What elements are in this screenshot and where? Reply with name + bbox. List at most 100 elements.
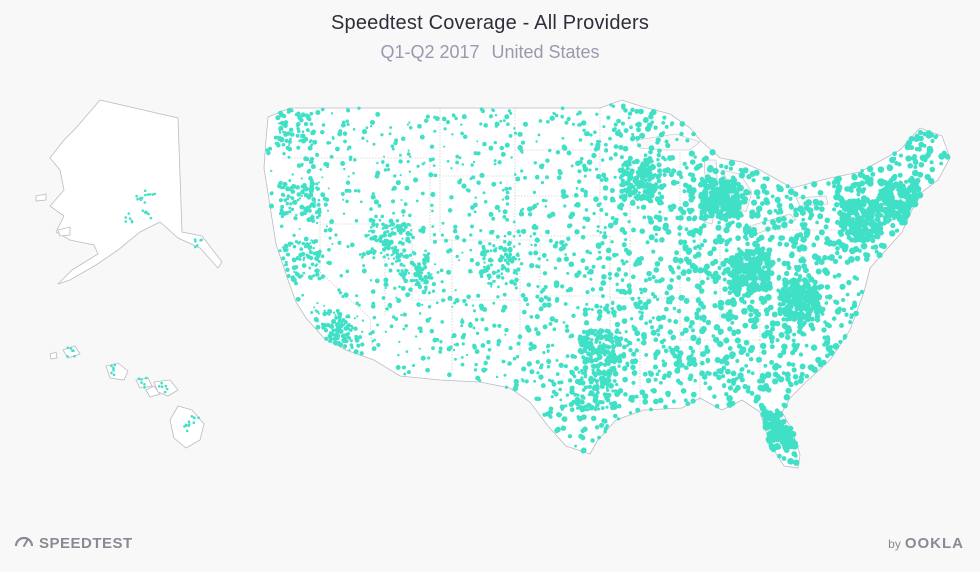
coverage-dot (307, 115, 310, 118)
coverage-dot (348, 349, 351, 352)
coverage-dot (651, 316, 655, 320)
coverage-dot (776, 202, 783, 209)
coverage-dot (599, 231, 603, 234)
coverage-dot (621, 168, 627, 175)
coverage-dot (650, 120, 655, 124)
coverage-dot (741, 307, 748, 315)
coverage-dot (802, 332, 807, 337)
coverage-dot (788, 304, 794, 310)
coverage-dot (556, 257, 562, 263)
coverage-dot (346, 122, 350, 127)
coverage-dot (426, 259, 430, 263)
coverage-dot (647, 177, 652, 182)
coverage-dot (788, 196, 793, 201)
coverage-dot (605, 424, 609, 428)
coverage-dot (614, 335, 618, 339)
coverage-dot (725, 179, 731, 185)
coverage-dot (707, 197, 713, 203)
coverage-dot (590, 347, 595, 351)
coverage-dot (451, 305, 454, 308)
coverage-dot (583, 174, 587, 178)
coverage-dot (373, 250, 377, 254)
coverage-dot (345, 314, 349, 319)
coverage-dot (308, 266, 312, 270)
coverage-dot (542, 412, 547, 417)
coverage-dot (483, 200, 488, 204)
coverage-dot (507, 362, 511, 366)
coverage-dot (597, 255, 603, 261)
coverage-dot (654, 261, 661, 267)
coverage-dot (798, 285, 804, 290)
coverage-dot (542, 324, 548, 330)
coverage-dot (328, 313, 331, 316)
coverage-dot (560, 425, 567, 431)
coverage-dot (196, 244, 199, 247)
coverage-dot (487, 347, 492, 352)
coverage-dot (556, 175, 562, 181)
coverage-dot (617, 364, 621, 368)
coverage-dot (112, 373, 116, 377)
coverage-dot (622, 344, 627, 350)
coverage-dot (530, 243, 533, 247)
coverage-dot (623, 392, 628, 397)
coverage-dot (330, 324, 335, 329)
coverage-dot (526, 327, 532, 333)
coverage-dot (622, 196, 628, 202)
coverage-dot (688, 197, 694, 203)
coverage-dot (288, 179, 292, 183)
coverage-dot (332, 336, 338, 342)
coverage-dot (596, 203, 601, 208)
coverage-dot (892, 151, 897, 157)
coverage-dot (661, 359, 665, 363)
coverage-dot (634, 348, 639, 353)
coverage-dot (580, 395, 586, 400)
coverage-dot (773, 362, 780, 370)
coverage-dot (781, 301, 786, 306)
coverage-dot (602, 418, 608, 424)
coverage-dot (533, 250, 539, 256)
coverage-dot (800, 305, 805, 310)
coverage-dot (525, 302, 530, 307)
coverage-dot (657, 148, 662, 154)
coverage-dot (147, 212, 150, 216)
coverage-dot (354, 337, 360, 343)
coverage-dot (701, 374, 708, 380)
coverage-dot (287, 241, 292, 246)
coverage-dot (289, 202, 293, 206)
coverage-dot (476, 140, 479, 143)
coverage-dot (302, 258, 305, 262)
coverage-dot (724, 360, 730, 366)
coverage-dot (554, 428, 560, 434)
coverage-dot (187, 420, 191, 424)
coverage-dot (598, 400, 602, 405)
coverage-dot (682, 327, 689, 334)
coverage-dot (381, 296, 386, 300)
coverage-dot (328, 141, 332, 145)
coverage-dot (730, 381, 736, 386)
coverage-dot (521, 366, 527, 372)
coverage-dot (788, 236, 794, 242)
coverage-dot (328, 236, 332, 240)
coverage-dot (298, 252, 303, 258)
coverage-dot (284, 138, 289, 143)
coverage-dot (473, 151, 478, 156)
coverage-dot (737, 259, 744, 267)
coverage-dot (546, 297, 552, 302)
coverage-dot (337, 288, 341, 292)
coverage-dot (646, 215, 651, 219)
coverage-dot (494, 204, 500, 211)
subtitle-period: Q1-Q2 2017 (380, 42, 480, 62)
coverage-dot (577, 378, 583, 384)
coverage-dot (425, 318, 431, 323)
coverage-dot (827, 323, 832, 329)
coverage-dot (436, 270, 440, 274)
coverage-dot (419, 329, 423, 334)
coverage-dot (143, 201, 147, 204)
coverage-dot (826, 181, 831, 186)
coverage-dot (856, 199, 863, 207)
coverage-dot (760, 281, 766, 288)
coverage-dot (422, 257, 425, 261)
coverage-dot (163, 390, 167, 394)
coverage-dot (786, 361, 792, 367)
coverage-dot (595, 242, 602, 249)
